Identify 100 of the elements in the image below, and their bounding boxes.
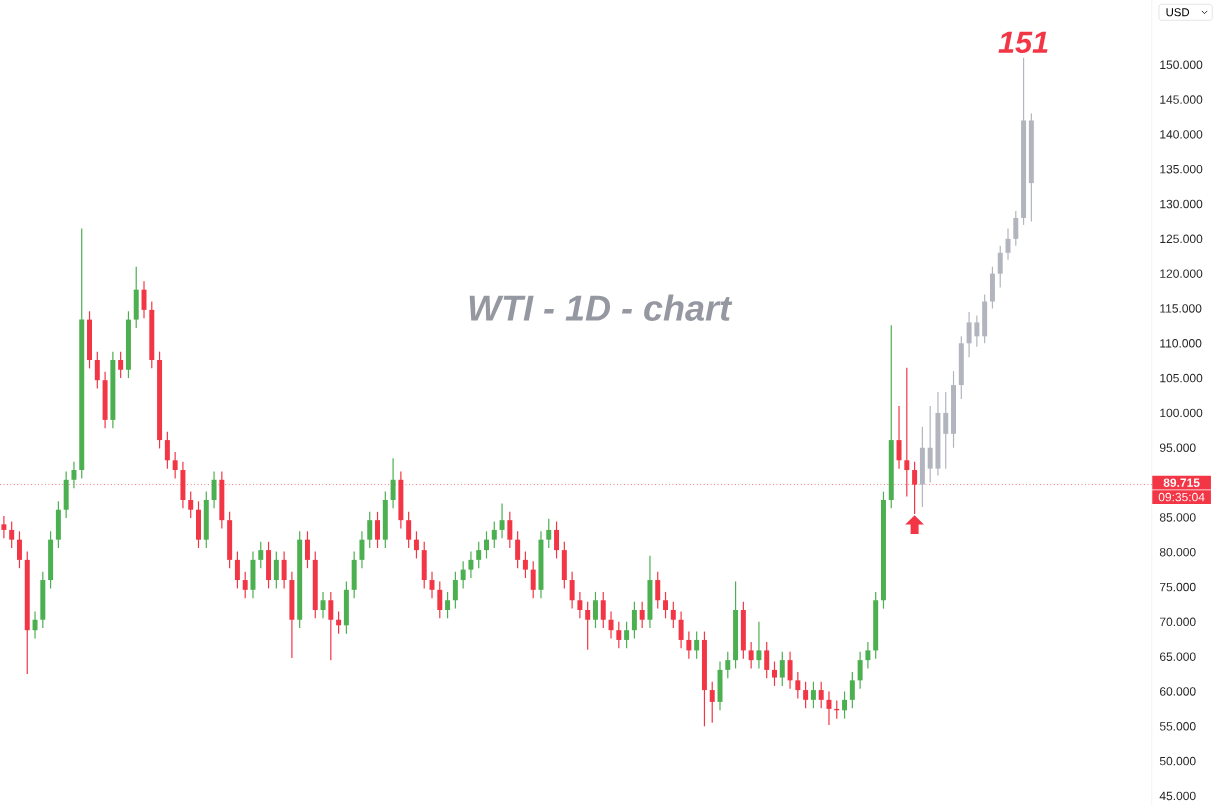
y-tick-label: 70.000 [1159,617,1196,627]
y-tick-label: 65.000 [1159,652,1196,661]
y-tick-label: 145.000 [1160,95,1203,104]
candlestick [452,571,458,610]
candlestick [678,610,684,649]
candlestick [810,681,816,709]
candlestick [16,530,22,569]
candlestick [242,571,248,599]
candlestick [328,591,334,661]
candlestick [779,651,785,687]
y-tick-label: 130.000 [1160,199,1203,209]
text: USD [1166,8,1190,17]
y-tick-label: 75.000 [1159,582,1196,592]
candlestick [522,550,528,579]
candlestick [694,630,700,660]
y-tick-label: 115.000 [1160,304,1202,313]
candlestick [709,681,715,724]
y-tick-label: 100.000 [1160,408,1203,418]
candlestick [725,651,731,679]
candlestick [491,520,497,549]
candlestick [756,621,762,670]
candlestick [826,690,832,726]
candlestick [600,591,606,629]
candlestick [530,560,536,599]
candlestick [803,681,809,709]
candlestick [849,671,855,709]
candlestick [554,520,560,560]
candlestick [281,550,287,590]
y-tick-label: 135.000 [1160,164,1203,174]
candlestick [429,571,435,599]
candlestick [1013,210,1019,247]
y-tick-label: 45.000 [1159,791,1196,801]
candlestick [1,515,7,539]
candlestick [569,571,575,610]
candlestick [772,660,777,687]
candlestick [172,451,178,479]
candlestick [585,601,591,651]
candlestick [273,550,279,590]
candlestick [663,591,669,619]
candlestick [748,641,754,670]
candlestick [997,245,1003,289]
y-tick-label: 105.000 [1160,373,1203,383]
candlestick [795,671,801,700]
candlestick [460,560,466,590]
candlestick [787,651,793,690]
candlestick [445,591,451,619]
candlestick [577,591,583,619]
candlestick [546,518,552,549]
y-tick-label: 95.000 [1159,443,1196,453]
candlestick [974,314,980,348]
candlestick [406,511,412,549]
y-tick-label: 50.000 [1159,756,1196,766]
candlestick [927,405,933,484]
y-tick-label: 85.000 [1159,513,1196,522]
candlestick [624,621,630,649]
y-tick-label: 140.000 [1160,130,1203,139]
candlestick [966,311,972,358]
candlestick [616,621,622,649]
candlestick [608,610,614,640]
candlestick [631,601,637,640]
candlestick [367,511,373,549]
candlestick [234,550,240,590]
candlestick [818,681,824,709]
y-tick-label: 60.000 [1159,687,1196,696]
candlestick [507,511,513,549]
y-tick-label: 55.000 [1159,722,1196,731]
candlestick [639,601,645,629]
candlestick [670,601,676,629]
candlestick [413,530,419,560]
candlestick [896,405,902,470]
annotation: 151 [998,31,1048,54]
candlestick [94,351,100,390]
ref-line-label: 89.715 [1163,478,1200,487]
candlestick [484,530,489,560]
candlestick [476,541,482,569]
candlestick [32,610,38,640]
candlestick [9,520,15,549]
candlestick [320,591,326,619]
candlestick [437,580,443,619]
y-tick-label: 125.000 [1160,234,1203,244]
y-tick-label: 120.000 [1160,269,1203,278]
candlestick [857,651,863,690]
candlestick [865,641,871,670]
candlestick [499,502,505,539]
candlestick [118,351,124,379]
candlestick [468,550,474,579]
candlestick [258,541,264,569]
candlestick [764,641,770,679]
candlestick [71,461,77,489]
candlestick [390,457,396,509]
candlestick [943,391,949,470]
y-tick-label: 150.000 [1160,60,1203,69]
candlestick [686,630,692,660]
candlestick [592,591,598,629]
candlestick [164,431,170,470]
candlestick [188,491,194,519]
y-tick-label: 110.000 [1160,339,1202,348]
text: 09:35:04 [1158,492,1205,502]
candlestick [1005,227,1011,261]
candlestick [655,571,661,610]
